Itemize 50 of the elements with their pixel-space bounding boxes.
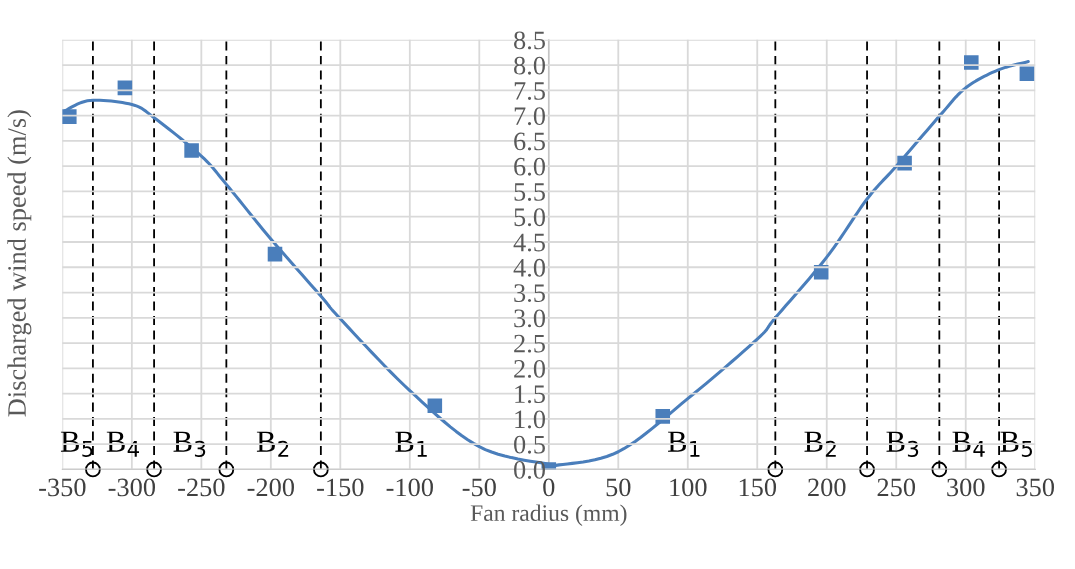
- y-tick-label: 5.0: [514, 208, 545, 227]
- x-tick-label: -100: [386, 478, 433, 497]
- y-tick-label: 1.0: [515, 410, 545, 429]
- y-tick-label: 8.5: [514, 31, 545, 50]
- y-tick-label: 4.0: [513, 258, 545, 277]
- annotation: B$_{5}$: [60, 431, 93, 457]
- x-tick-label: 0: [543, 478, 555, 497]
- point: [267, 246, 283, 262]
- x-tick-label: 200: [808, 478, 846, 497]
- y-tick-label: 2.0: [514, 359, 545, 378]
- y-tick-label: 6.0: [514, 157, 545, 176]
- annotation: B$_{3}$: [886, 431, 919, 457]
- y-tick-label: 0.0: [514, 461, 545, 479]
- point: [964, 55, 979, 70]
- annotation: B$_{5}$: [1000, 431, 1032, 457]
- annotation: B$_{4}$: [952, 431, 985, 457]
- x-tick-label: 350: [1016, 478, 1055, 497]
- point: [184, 143, 199, 158]
- y-tick-label: 3.0: [514, 309, 545, 328]
- y-tick-label: 8.0: [514, 56, 545, 75]
- x-tick-label: -250: [178, 478, 225, 497]
- point: [427, 398, 443, 414]
- y-tick-label: 0.5: [514, 435, 545, 454]
- y-tick-label: 2.5: [514, 334, 545, 353]
- annotation: B$_{2}$: [256, 431, 289, 457]
- x-tick-label: 300: [947, 478, 985, 497]
- y-tick-label: 6.5: [514, 132, 545, 151]
- annotation: B$_{2}$: [804, 431, 836, 457]
- annotation: B$_{1}$: [395, 431, 427, 457]
- y-tick-label: 3.5: [514, 284, 545, 303]
- x-tick-label: -350: [39, 478, 86, 497]
- annotation: B$_{3}$: [173, 431, 206, 457]
- x-tick-label: -150: [317, 478, 364, 497]
- annotation: B$_{1}$: [668, 431, 700, 457]
- x-axis-title: Fan radius (mm): [470, 504, 627, 526]
- y-tick-label: 7.5: [514, 82, 545, 100]
- point: [1019, 66, 1035, 81]
- y-tick-label: 1.5: [515, 385, 545, 404]
- x-tick-label: 50: [606, 478, 631, 497]
- x-tick-label: -50: [462, 478, 496, 497]
- y-axis-title: Discharged wind speed (m/s): [7, 110, 32, 417]
- x-tick-label: 150: [739, 478, 777, 497]
- x-tick-label: -300: [108, 478, 156, 497]
- x-tick-label: 250: [877, 478, 916, 497]
- y-tick-label: 4.5: [513, 233, 545, 252]
- y-tick-label: 5.5: [514, 183, 545, 201]
- x-tick-label: -200: [247, 478, 294, 497]
- x-tick-label: 100: [670, 478, 707, 497]
- y-tick-label: 7.0: [514, 107, 545, 126]
- point: [655, 409, 671, 424]
